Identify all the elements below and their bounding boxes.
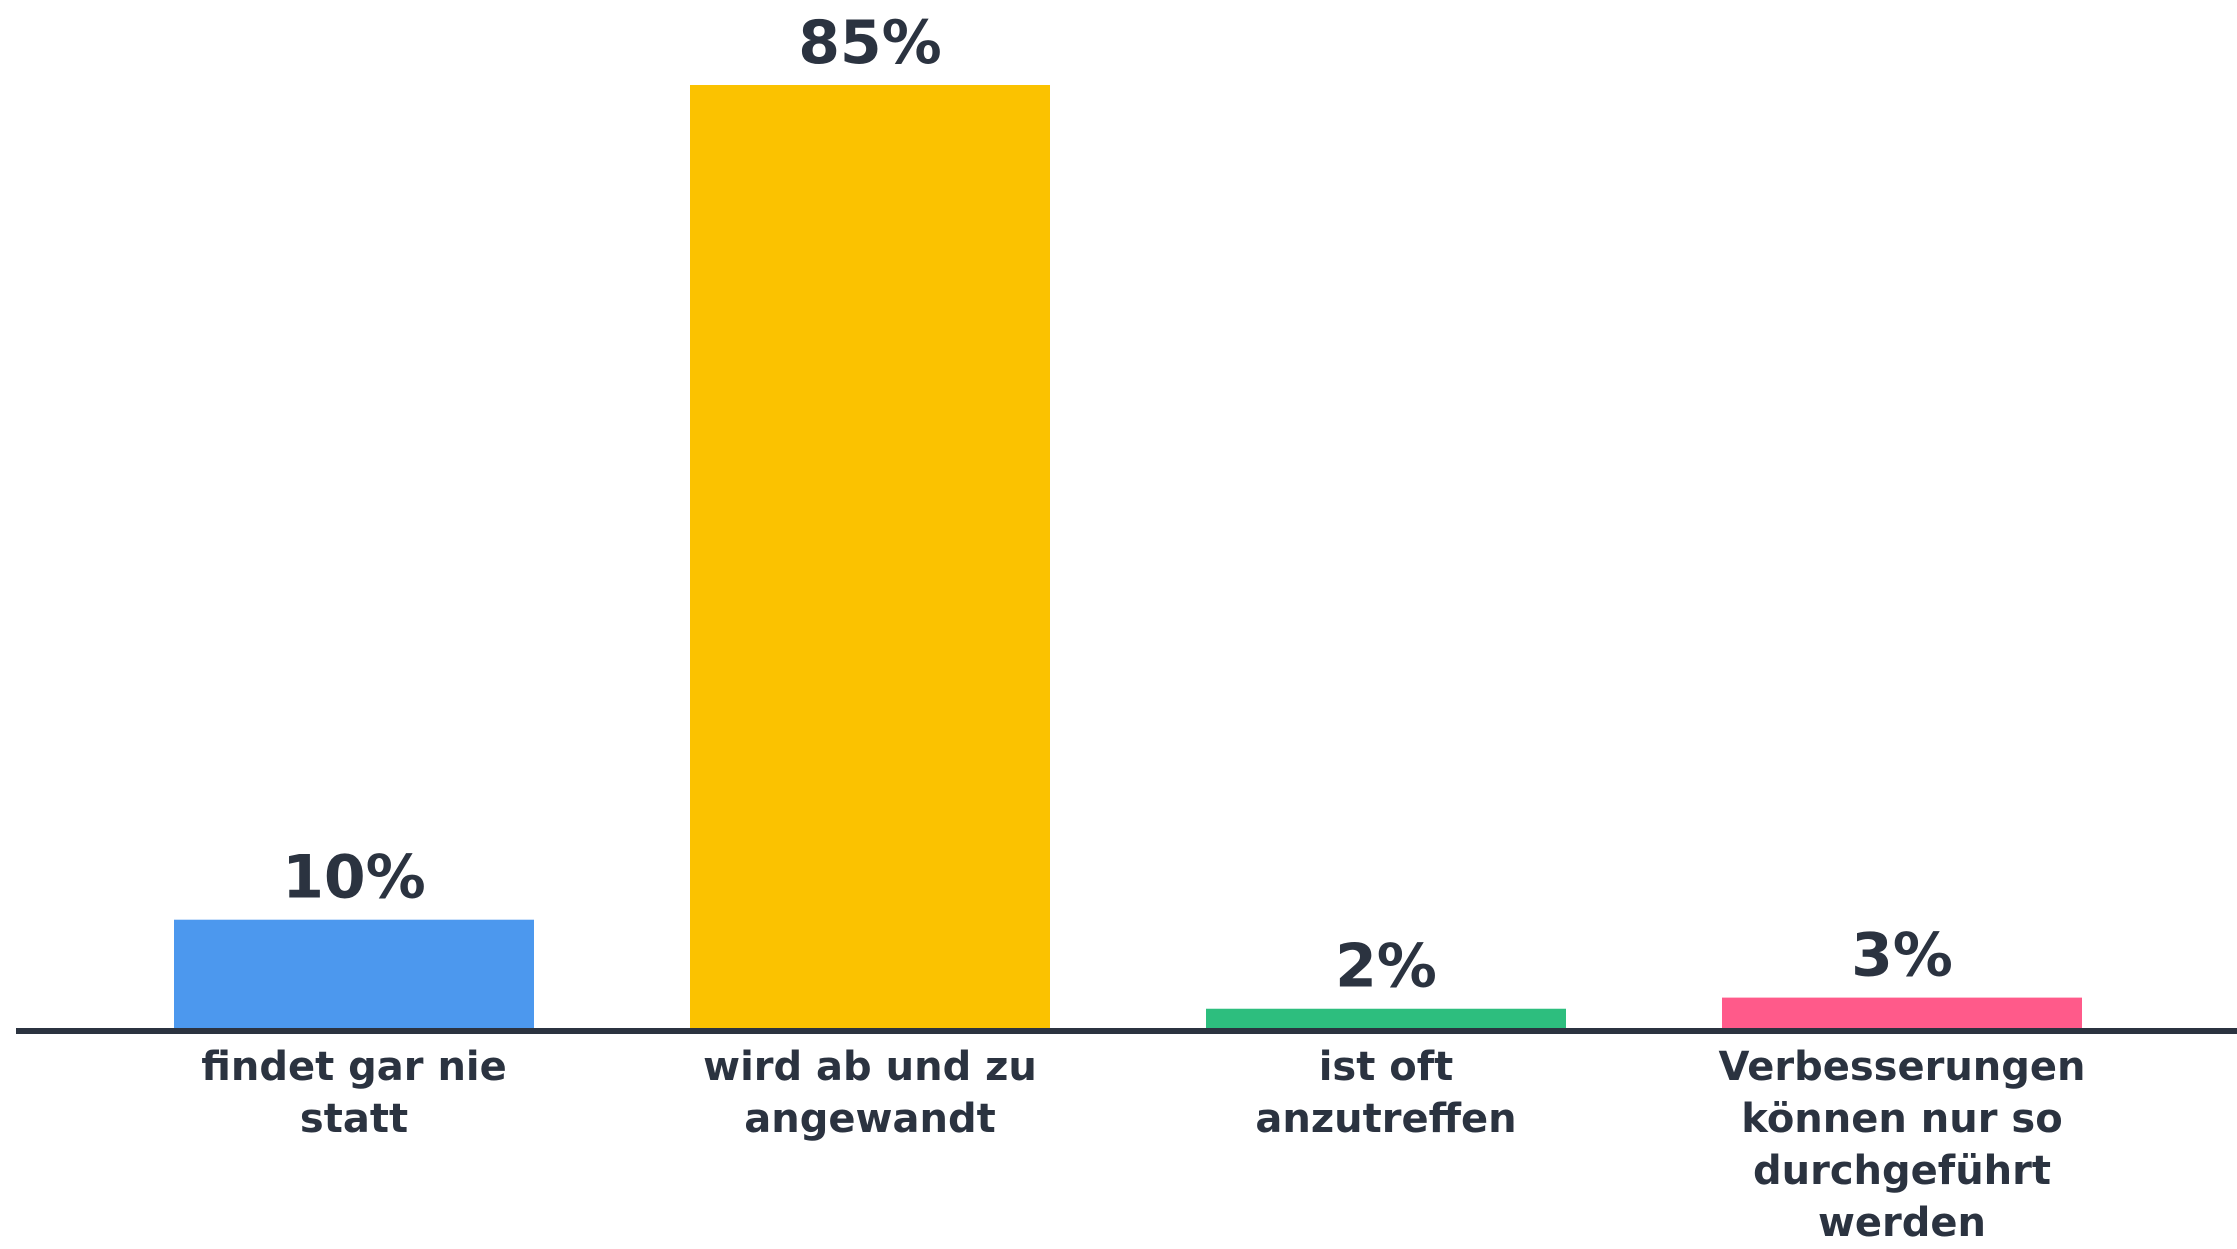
category-label-2: wird ab und zu angewandt (703, 1044, 1037, 1142)
category-label-1: findet gar nie statt (201, 1044, 507, 1142)
value-labels-group: 10% 85% 2% 3% (282, 8, 1953, 1002)
category-labels-group: findet gar nie statt wird ab und zu angewan… (201, 1044, 2085, 1246)
category-label-line: Verbesserungen (1718, 1044, 2085, 1090)
category-label-line: durchgeführt (1753, 1148, 2051, 1194)
category-label-line: können nur so (1741, 1096, 2062, 1142)
category-label-line: wird ab und zu (703, 1044, 1037, 1090)
category-label-line: angewandt (744, 1096, 995, 1142)
value-label-2: 85% (798, 8, 942, 78)
category-label-line: anzutreffen (1255, 1096, 1516, 1142)
category-label-line: werden (1818, 1200, 1986, 1246)
bars-group (174, 85, 2082, 1031)
bar-1 (174, 919, 534, 1031)
category-label-line: findet gar nie (201, 1044, 507, 1090)
bar-4 (1722, 997, 2082, 1031)
value-label-1: 10% (282, 843, 426, 913)
category-label-4: Verbesserungen können nur so durchgeführt w… (1718, 1044, 2085, 1246)
value-label-4: 3% (1851, 921, 1953, 991)
value-label-3: 2% (1335, 932, 1437, 1002)
category-label-3: ist oft anzutreffen (1255, 1044, 1516, 1142)
bar-2 (690, 85, 1050, 1031)
category-label-line: ist oft (1319, 1044, 1454, 1090)
bar-3 (1206, 1008, 1566, 1031)
category-label-line: statt (300, 1096, 408, 1142)
